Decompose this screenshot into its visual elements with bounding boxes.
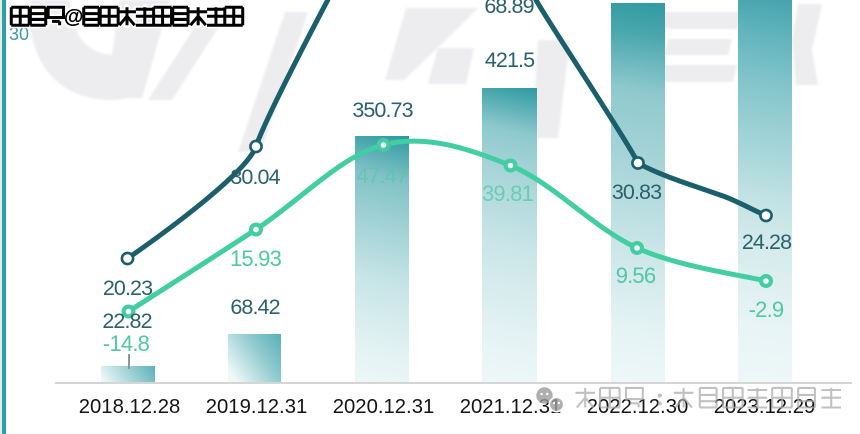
svg-text:@: @ (64, 6, 84, 28)
svg-text:@: @ (64, 6, 84, 28)
